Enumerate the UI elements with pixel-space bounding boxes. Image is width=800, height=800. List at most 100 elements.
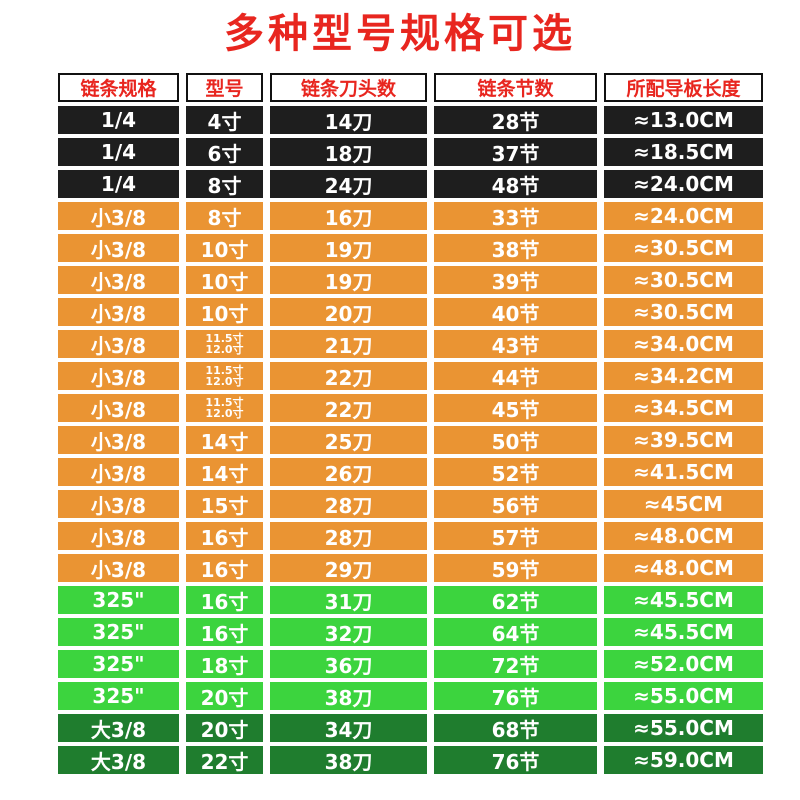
- cell-bar-length: ≈45.5CM: [604, 618, 763, 646]
- cell-link-count: 28节: [434, 106, 597, 134]
- header-bar-length: 所配导板长度: [604, 73, 763, 102]
- cell-model: 10寸: [186, 298, 263, 326]
- cell-model: 14寸: [186, 426, 263, 454]
- cell-teeth-count: 25刀: [270, 426, 427, 454]
- header-link-count: 链条节数: [434, 73, 597, 102]
- cell-bar-length: ≈52.0CM: [604, 650, 763, 678]
- cell-link-count: 43节: [434, 330, 597, 358]
- cell-chain-spec: 小3/8: [58, 554, 179, 582]
- cell-bar-length: ≈24.0CM: [604, 202, 763, 230]
- cell-link-count: 59节: [434, 554, 597, 582]
- cell-teeth-count: 21刀: [270, 330, 427, 358]
- cell-model: 20寸: [186, 714, 263, 742]
- cell-bar-length: ≈13.0CM: [604, 106, 763, 134]
- cell-bar-length: ≈55.0CM: [604, 714, 763, 742]
- cell-model: 16寸: [186, 522, 263, 550]
- cell-teeth-count: 16刀: [270, 202, 427, 230]
- cell-link-count: 62节: [434, 586, 597, 614]
- cell-teeth-count: 32刀: [270, 618, 427, 646]
- cell-teeth-count: 22刀: [270, 394, 427, 422]
- cell-teeth-count: 34刀: [270, 714, 427, 742]
- cell-model: 10寸: [186, 266, 263, 294]
- cell-chain-spec: 小3/8: [58, 234, 179, 262]
- cell-chain-spec: 小3/8: [58, 522, 179, 550]
- header-chain-spec: 链条规格: [58, 73, 179, 102]
- cell-teeth-count: 24刀: [270, 170, 427, 198]
- cell-model: 22寸: [186, 746, 263, 774]
- cell-chain-spec: 1/4: [58, 170, 179, 198]
- cell-model: 16寸: [186, 554, 263, 582]
- cell-teeth-count: 38刀: [270, 746, 427, 774]
- cell-model: 11.5寸 12.0寸: [186, 330, 263, 358]
- cell-chain-spec: 325": [58, 650, 179, 678]
- model-size-line: 12.0寸: [205, 375, 244, 388]
- cell-teeth-count: 26刀: [270, 458, 427, 486]
- cell-link-count: 57节: [434, 522, 597, 550]
- cell-teeth-count: 19刀: [270, 266, 427, 294]
- cell-teeth-count: 36刀: [270, 650, 427, 678]
- cell-link-count: 52节: [434, 458, 597, 486]
- cell-chain-spec: 1/4: [58, 138, 179, 166]
- cell-model: 15寸: [186, 490, 263, 518]
- cell-model: 14寸: [186, 458, 263, 486]
- header-model: 型号: [186, 73, 263, 102]
- cell-bar-length: ≈45.5CM: [604, 586, 763, 614]
- cell-teeth-count: 20刀: [270, 298, 427, 326]
- cell-chain-spec: 325": [58, 618, 179, 646]
- cell-model: 8寸: [186, 170, 263, 198]
- cell-bar-length: ≈34.0CM: [604, 330, 763, 358]
- page-title: 多种型号规格可选: [224, 11, 576, 57]
- cell-link-count: 40节: [434, 298, 597, 326]
- cell-model: 6寸: [186, 138, 263, 166]
- cell-teeth-count: 38刀: [270, 682, 427, 710]
- cell-model: 11.5寸 12.0寸: [186, 362, 263, 390]
- cell-chain-spec: 小3/8: [58, 362, 179, 390]
- cell-link-count: 44节: [434, 362, 597, 390]
- cell-link-count: 50节: [434, 426, 597, 454]
- cell-link-count: 39节: [434, 266, 597, 294]
- cell-bar-length: ≈55.0CM: [604, 682, 763, 710]
- cell-model: 11.5寸 12.0寸: [186, 394, 263, 422]
- cell-bar-length: ≈30.5CM: [604, 234, 763, 262]
- cell-chain-spec: 小3/8: [58, 266, 179, 294]
- cell-teeth-count: 31刀: [270, 586, 427, 614]
- cell-bar-length: ≈18.5CM: [604, 138, 763, 166]
- cell-model: 4寸: [186, 106, 263, 134]
- cell-link-count: 72节: [434, 650, 597, 678]
- cell-teeth-count: 22刀: [270, 362, 427, 390]
- header-teeth-count: 链条刀头数: [270, 73, 427, 102]
- cell-chain-spec: 小3/8: [58, 330, 179, 358]
- cell-teeth-count: 19刀: [270, 234, 427, 262]
- cell-link-count: 68节: [434, 714, 597, 742]
- cell-model: 8寸: [186, 202, 263, 230]
- cell-chain-spec: 1/4: [58, 106, 179, 134]
- cell-bar-length: ≈48.0CM: [604, 522, 763, 550]
- cell-link-count: 76节: [434, 746, 597, 774]
- cell-link-count: 56节: [434, 490, 597, 518]
- cell-bar-length: ≈59.0CM: [604, 746, 763, 774]
- spec-table: 链条规格 型号 链条刀头数 链条节数 所配导板长度 1/4 4寸 14刀 28节 ≈13…: [58, 73, 763, 778]
- model-size-line: 11.5寸: [205, 332, 244, 345]
- cell-chain-spec: 小3/8: [58, 490, 179, 518]
- model-size-line: 12.0寸: [205, 343, 244, 356]
- cell-bar-length: ≈24.0CM: [604, 170, 763, 198]
- cell-model: 16寸: [186, 586, 263, 614]
- cell-chain-spec: 325": [58, 682, 179, 710]
- cell-teeth-count: 14刀: [270, 106, 427, 134]
- cell-bar-length: ≈34.5CM: [604, 394, 763, 422]
- model-size-line: 11.5寸: [205, 396, 244, 409]
- cell-bar-length: ≈45CM: [604, 490, 763, 518]
- cell-bar-length: ≈34.2CM: [604, 362, 763, 390]
- cell-chain-spec: 小3/8: [58, 426, 179, 454]
- cell-bar-length: ≈30.5CM: [604, 298, 763, 326]
- cell-model: 18寸: [186, 650, 263, 678]
- cell-bar-length: ≈48.0CM: [604, 554, 763, 582]
- cell-chain-spec: 大3/8: [58, 714, 179, 742]
- cell-chain-spec: 小3/8: [58, 202, 179, 230]
- cell-teeth-count: 28刀: [270, 522, 427, 550]
- cell-chain-spec: 325": [58, 586, 179, 614]
- cell-link-count: 48节: [434, 170, 597, 198]
- cell-bar-length: ≈41.5CM: [604, 458, 763, 486]
- cell-teeth-count: 18刀: [270, 138, 427, 166]
- cell-link-count: 64节: [434, 618, 597, 646]
